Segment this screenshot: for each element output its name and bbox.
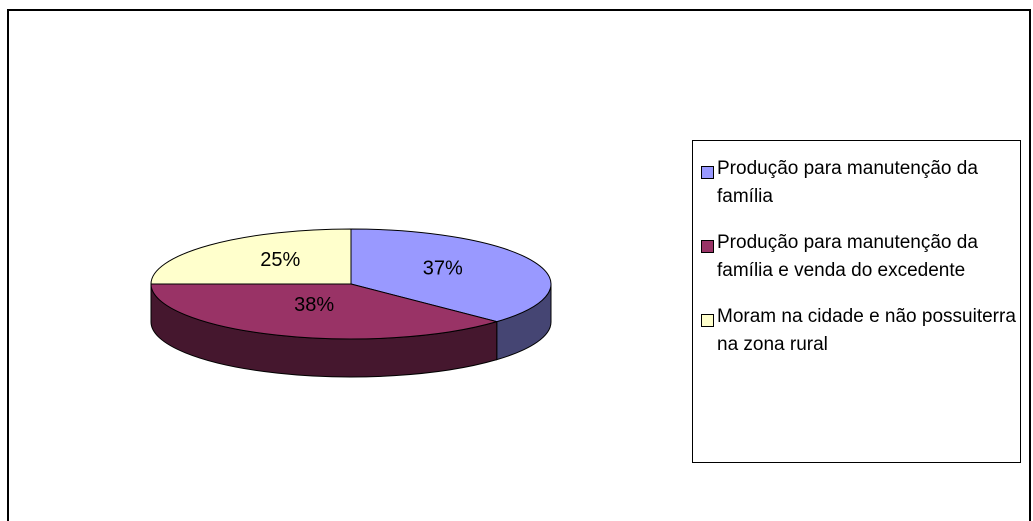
data-label: 38% (294, 294, 334, 316)
slice (150, 228, 352, 285)
data-label: 25% (260, 249, 300, 271)
legend-item: Produção para manutenção da família (701, 158, 1020, 211)
legend-label: Produção para manutenção da família (717, 158, 978, 207)
slice (150, 283, 499, 340)
legend: Produção para manutenção da família Produ… (692, 140, 1021, 463)
legend-swatch (701, 166, 714, 179)
legend-swatch (701, 240, 714, 253)
legend-item: Moram na cidade e não possuiterra na zon… (701, 306, 1020, 359)
legend-label: Moram na cidade e não possuiterra na zon… (717, 306, 1016, 355)
data-label: 37% (423, 257, 463, 279)
chart-border (7, 9, 1031, 521)
slice (350, 228, 552, 323)
legend-swatch (701, 314, 714, 327)
legend-item: Produção para manutenção da família e ve… (701, 232, 1020, 285)
legend-label: Produção para manutenção da família e ve… (717, 232, 978, 281)
